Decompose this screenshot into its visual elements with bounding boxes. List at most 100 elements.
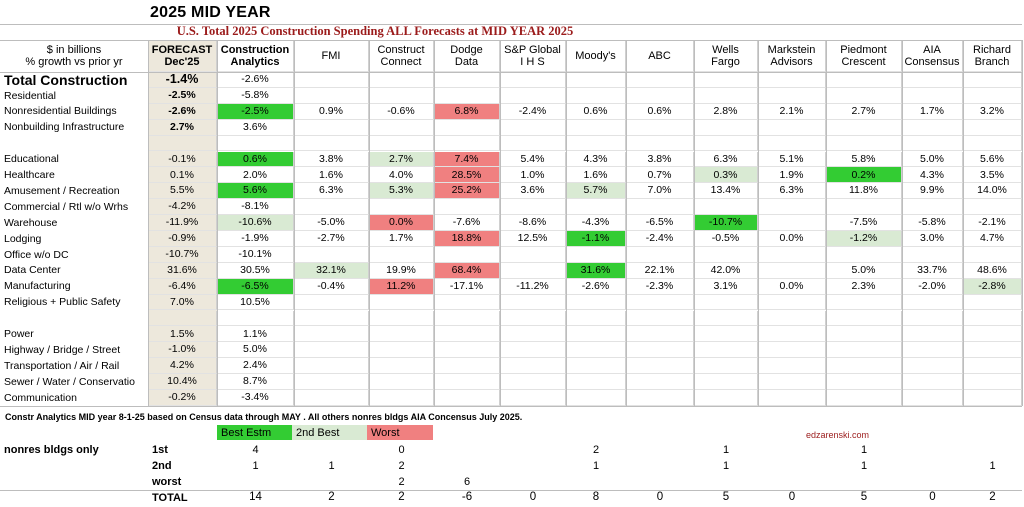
row-label: Power [4,328,34,341]
table-cell [294,390,369,406]
summary-cell: 1 [860,459,868,472]
table-cell [626,342,694,359]
table-cell [902,119,963,136]
table-cell: 0.0% [369,215,434,231]
table-cell [758,390,826,406]
table-cell: -6.4% [148,278,217,295]
table-cell [694,358,758,375]
table-cell: 3.6% [217,119,294,136]
table-cell [694,119,758,136]
column-header: AIA Consensus [902,40,963,72]
summary-cell: 1 [989,459,996,472]
table-cell [694,390,758,406]
table-cell [902,390,963,406]
summary-cell [500,442,566,458]
table-cell [826,390,902,406]
table-cell [566,326,626,343]
table-cell: -11.9% [148,215,217,231]
legend-second: 2nd Best [292,425,367,440]
column-header-line2: Moody's [575,49,616,62]
table-cell [434,390,500,406]
column-header-line1: Construct [377,43,425,56]
table-cell [434,135,500,152]
table-cell [626,390,694,406]
summary-cell [963,474,1022,490]
summary-cell: -6 [461,491,473,504]
column-header-line1: Dodge [450,43,483,56]
column-header: Dodge Data [434,40,500,72]
table-cell: 11.8% [826,183,902,200]
grid-hline [0,40,1022,41]
table-cell [148,310,217,327]
table-cell [963,294,1022,311]
column-header: FMI [294,40,369,72]
footnote: Constr Analytics MID year 8-1-25 based o… [5,412,523,422]
table-cell [694,374,758,390]
grid-vline [500,40,501,406]
row-label: Communication [4,391,77,404]
table-cell: 5.1% [758,151,826,168]
summary-cell: 1 [722,459,730,472]
grid-vline [626,40,627,406]
table-cell [369,199,434,216]
summary-cell [626,474,694,490]
row-label: Religious + Public Safety [4,296,121,309]
table-cell [626,374,694,390]
table-cell [758,199,826,216]
table-cell: -10.7% [694,215,758,231]
legend-best: Best Estm [217,425,292,440]
row-label: Data Center [4,264,61,277]
row-label: Lodging [4,232,42,245]
table-cell [500,87,566,104]
forecast-column-bg [148,40,217,406]
table-cell: 5.0% [826,262,902,279]
table-cell: -2.0% [902,278,963,295]
table-cell: 1.6% [294,167,369,184]
table-cell: 5.8% [826,151,902,168]
table-cell [758,87,826,104]
row-label: Transportation / Air / Rail [4,359,120,372]
column-header: ABC [626,40,694,72]
table-cell: 14.0% [963,183,1022,200]
table-cell: 0.1% [148,167,217,184]
table-cell [434,87,500,104]
column-header-line2: Dec'25 [164,55,200,68]
table-cell [626,72,694,88]
table-cell: -10.1% [217,246,294,263]
table-cell [902,135,963,152]
summary-cell [500,474,566,490]
table-cell [826,294,902,311]
summary-rule [0,490,1022,491]
table-cell [294,246,369,263]
grid-vline [566,40,567,406]
table-cell [500,135,566,152]
column-header-line2: Analytics [230,55,280,68]
table-cell [902,358,963,375]
summary-cell [758,458,826,474]
table-cell [434,119,500,136]
column-header-line1: Wells [712,43,739,56]
table-cell: 48.6% [963,262,1022,279]
table-cell [826,358,902,375]
summary-cell: 0 [788,491,796,504]
table-cell [902,342,963,359]
table-cell [963,358,1022,375]
table-cell [626,87,694,104]
table-cell: -11.2% [500,278,566,295]
table-cell [626,310,694,327]
summary-cell [902,474,963,490]
row-label: Healthcare [4,169,55,182]
table-cell: -2.5% [148,87,217,104]
column-header-line2: Data [454,55,479,68]
table-cell [369,294,434,311]
table-cell: -0.1% [148,151,217,168]
legend-worst: Worst [367,425,433,440]
summary-cell: 2 [989,491,996,504]
summary-cell [902,442,963,458]
summary-cell: 1 [722,443,730,456]
table-cell: 4.0% [369,167,434,184]
grid-vline [217,40,218,406]
row-label: Warehouse [4,216,58,229]
table-cell: 3.2% [963,103,1022,120]
row-label: Manufacturing [4,280,71,293]
